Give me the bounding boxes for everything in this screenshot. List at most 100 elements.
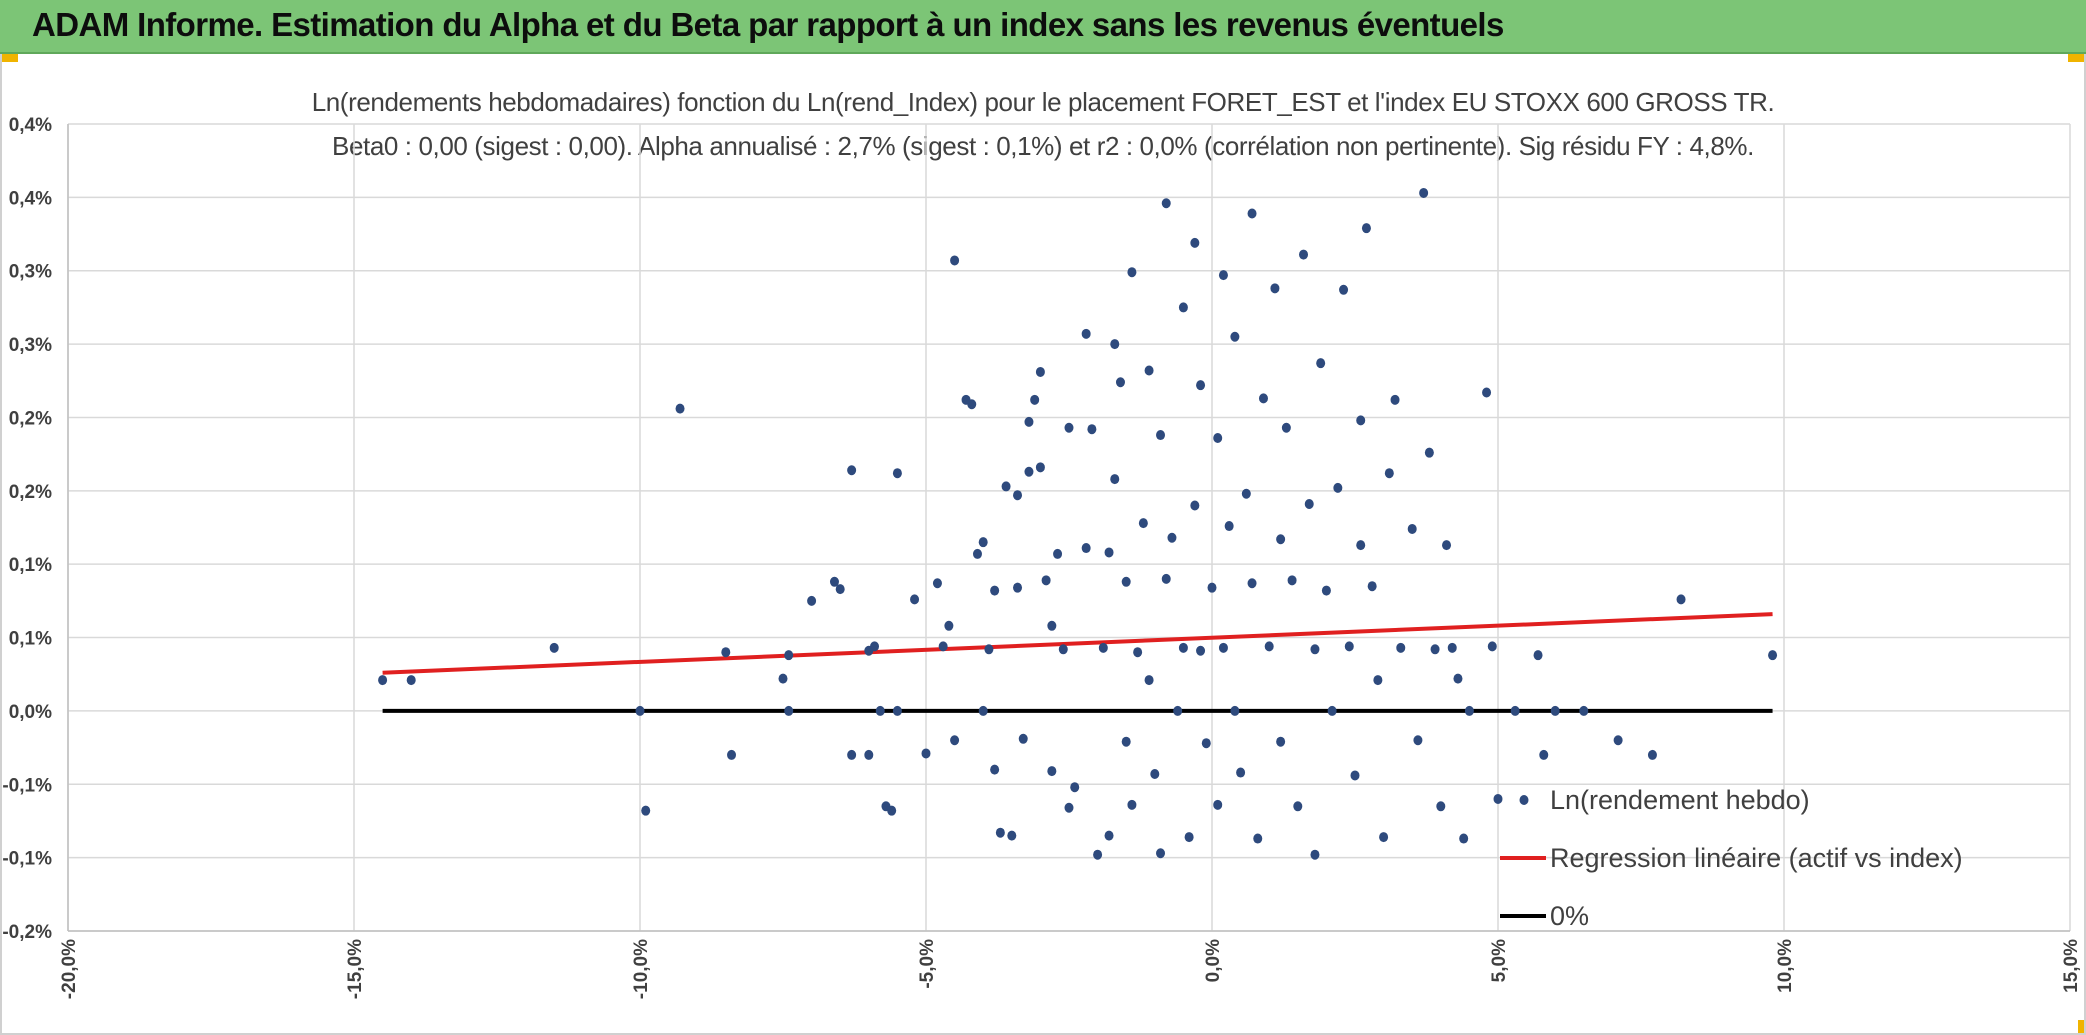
scatter-point (1121, 576, 1131, 587)
scatter-point (1161, 573, 1171, 584)
scatter-point (1110, 339, 1120, 350)
scatter-point (1115, 377, 1125, 388)
scatter-point (972, 548, 982, 559)
scatter-point (1247, 578, 1257, 589)
scatter-point (1150, 769, 1160, 780)
scatter-point (1510, 705, 1520, 716)
scatter-point (1310, 849, 1320, 860)
scatter-point (1030, 394, 1040, 405)
scatter-point (1430, 644, 1440, 655)
scatter-point (378, 675, 388, 686)
scatter-point (835, 584, 845, 595)
scatter-point (829, 576, 839, 587)
scatter-point (1127, 267, 1137, 278)
scatter-point (1442, 540, 1452, 551)
scatter-point (1299, 249, 1309, 260)
x-tick-label: -20,0% (59, 939, 80, 999)
scatter-point (1053, 548, 1063, 559)
scatter-point (1361, 223, 1371, 234)
scatter-point (978, 705, 988, 716)
x-tick-label: -5,0% (917, 939, 938, 989)
legend-marker (1519, 795, 1529, 805)
scatter-point (1613, 735, 1623, 746)
scatter-point (1207, 582, 1217, 593)
scatter-point (1001, 481, 1011, 492)
scatter-point (1196, 380, 1206, 391)
scatter-point (1356, 540, 1366, 551)
scatter-point (932, 578, 942, 589)
scatter-point (641, 805, 651, 816)
x-tick-label: 5,0% (1489, 939, 1510, 982)
y-tick-label: 0,4% (9, 115, 52, 136)
scatter-point (1384, 468, 1394, 479)
scatter-point (990, 585, 1000, 596)
scatter-point (1035, 366, 1045, 377)
scatter-point (875, 705, 885, 716)
scatter-point (1201, 738, 1211, 749)
scatter-point (1190, 500, 1200, 511)
scatter-point (635, 705, 645, 716)
scatter-point (1156, 848, 1166, 859)
scatter-point (1224, 521, 1234, 532)
scatter-point (1550, 705, 1560, 716)
x-tick-label: -15,0% (345, 939, 366, 999)
legend-label: Ln(rendement hebdo) (1550, 785, 1810, 815)
regression-line (382, 612, 1773, 675)
scatter-point (1024, 416, 1034, 427)
scatter-point (1178, 642, 1188, 653)
scatter-point (1264, 641, 1274, 652)
scatter-point (807, 595, 817, 606)
legend-label: 0% (1550, 901, 1589, 931)
y-tick-label: 0,4% (9, 188, 52, 209)
scatter-point (847, 465, 857, 476)
scatter-point (1253, 833, 1263, 844)
scatter-point (549, 642, 559, 653)
scatter-point (1356, 415, 1366, 426)
scatter-point (1390, 394, 1400, 405)
corner-mark-right (2068, 54, 2086, 62)
scatter-point (1230, 705, 1240, 716)
scatter-point (921, 748, 931, 759)
scatter-point (944, 620, 954, 631)
scatter-point (721, 647, 731, 658)
scatter-point (1413, 735, 1423, 746)
scatter-point (1316, 358, 1326, 369)
chart-frame (0, 54, 2086, 1035)
legend-label: Regression linéaire (actif vs index) (1550, 843, 1963, 873)
scatter-point (1539, 749, 1549, 760)
scatter-point (1493, 793, 1503, 804)
scatter-point (1093, 849, 1103, 860)
scatter-point (1070, 782, 1080, 793)
scatter-point (1768, 650, 1778, 661)
x-tick-label: 0,0% (1203, 939, 1224, 982)
report-title: ADAM Informe. Estimation du Alpha et du … (32, 6, 1504, 43)
scatter-point (1144, 675, 1154, 686)
scatter-point (1236, 767, 1246, 778)
scatter-point (1258, 393, 1268, 404)
scatter-point (406, 675, 416, 686)
scatter-point (1167, 532, 1177, 543)
scatter-point (1213, 432, 1223, 443)
scatter-point (1104, 830, 1114, 841)
corner-mark-left (0, 54, 18, 62)
scatter-point (1270, 283, 1280, 294)
scatter-point (1350, 770, 1360, 781)
scatter-point (1104, 547, 1114, 558)
scatter-point (887, 805, 897, 816)
scatter-point (784, 705, 794, 716)
scatter-point (1058, 644, 1068, 655)
scatter-point (1178, 302, 1188, 313)
scatter-point (950, 255, 960, 266)
scatter-point (1190, 237, 1200, 248)
y-tick-label: 0,3% (9, 335, 52, 356)
scatter-point (1487, 641, 1497, 652)
scatter-point (1064, 802, 1074, 813)
scatter-point (1184, 832, 1194, 843)
scatter-point (950, 735, 960, 746)
scatter-point (1647, 749, 1657, 760)
scatter-point (1133, 647, 1143, 658)
scatter-point (1064, 422, 1074, 433)
y-tick-label: -0,2% (2, 922, 52, 943)
scatter-point (1482, 387, 1492, 398)
